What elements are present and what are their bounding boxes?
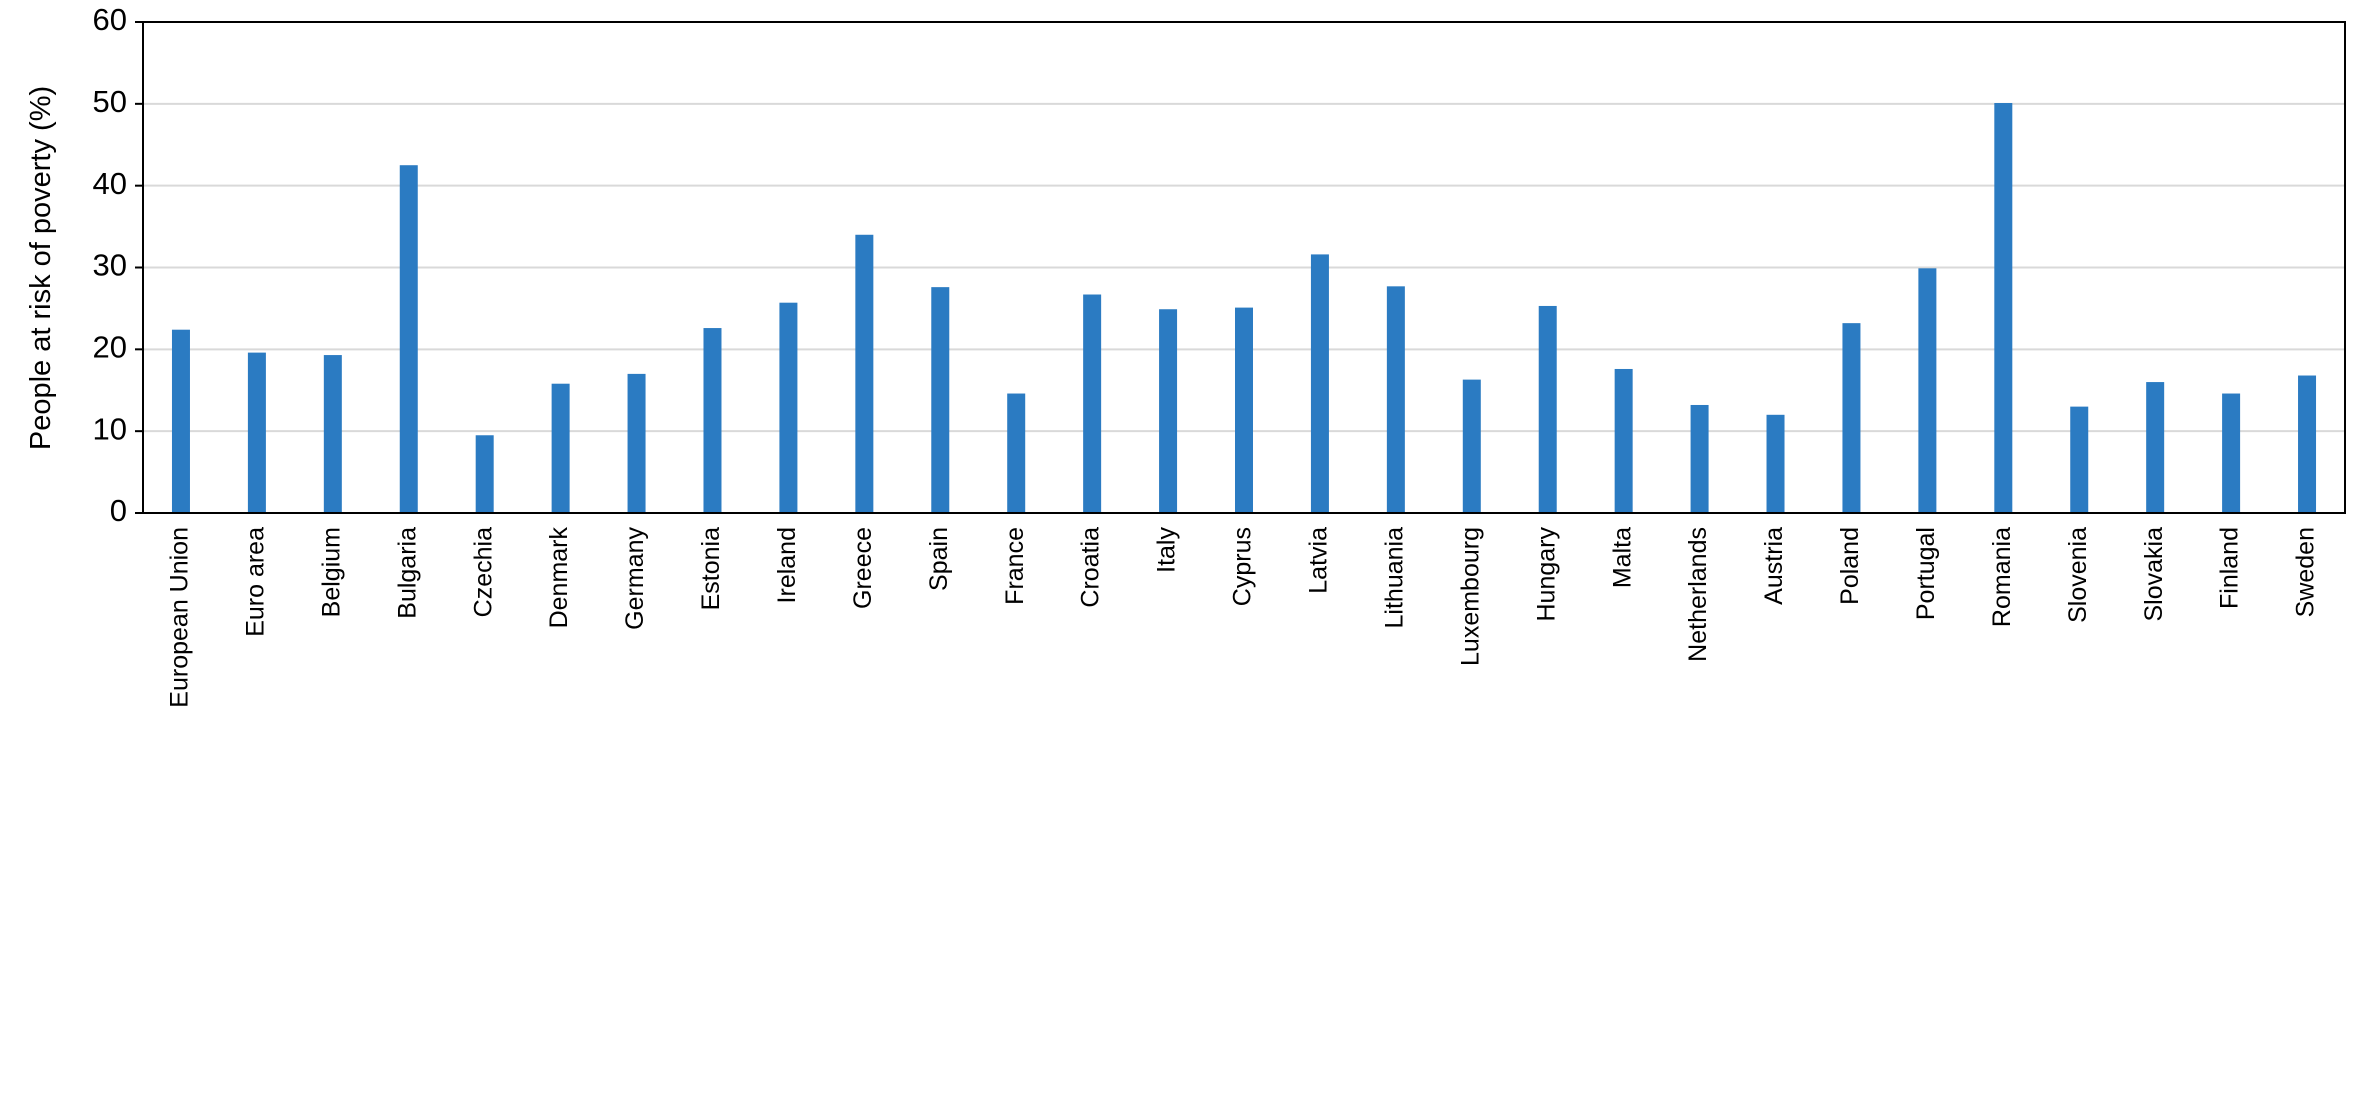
y-tick-label: 0: [110, 493, 127, 528]
bar: [1159, 309, 1178, 513]
bar: [1614, 368, 1633, 513]
bar: [779, 302, 798, 513]
bar: [2222, 393, 2241, 513]
x-tick-label: Latvia: [1305, 527, 1333, 594]
bar: [1310, 254, 1329, 513]
bar: [855, 234, 874, 513]
x-tick-label: Slovenia: [2064, 527, 2092, 623]
bar: [703, 328, 722, 513]
bar: [171, 329, 190, 513]
x-tick-label: Ireland: [773, 527, 801, 603]
y-tick-label: 30: [93, 248, 127, 283]
x-tick-label: Spain: [925, 527, 953, 591]
x-tick-label: Greece: [849, 527, 877, 609]
bar: [1994, 103, 2013, 513]
bar: [1538, 305, 1557, 513]
x-tick-label: Germany: [621, 527, 649, 630]
bar: [1386, 286, 1405, 513]
x-tick-label: Belgium: [317, 527, 345, 617]
bar: [1235, 307, 1253, 513]
bar: [2070, 406, 2089, 513]
x-tick-label: Italy: [1153, 527, 1181, 573]
x-tick-label: Hungary: [1532, 527, 1560, 622]
x-tick-label: Luxembourg: [1456, 527, 1484, 666]
x-tick-label: Portugal: [1912, 527, 1940, 620]
x-tick-label: Czechia: [469, 527, 497, 617]
bar: [1766, 414, 1785, 513]
x-tick-label: Poland: [1836, 527, 1864, 605]
y-tick-label: 10: [93, 411, 127, 446]
x-tick-label: Estonia: [697, 527, 725, 610]
x-tick-label: Lithuania: [1380, 527, 1408, 629]
x-tick-label: Croatia: [1077, 527, 1105, 608]
bar: [2146, 382, 2165, 513]
x-tick-label: Austria: [1760, 527, 1788, 605]
x-tick-label: Sweden: [2292, 527, 2320, 617]
x-tick-label: Netherlands: [1684, 527, 1712, 662]
bar: [931, 287, 950, 513]
x-tick-label: Romania: [1988, 527, 2016, 627]
bar: [1918, 268, 1937, 513]
plot-frame: [142, 21, 2346, 514]
bar: [247, 352, 266, 513]
bar: [2298, 375, 2317, 513]
x-tick-label: Finland: [2216, 527, 2244, 609]
bar: [1083, 294, 1102, 513]
bar: [1462, 379, 1481, 513]
y-tick-label: 40: [93, 166, 127, 201]
x-tick-label: Slovakia: [2140, 527, 2168, 622]
x-tick-label: Bulgaria: [393, 527, 421, 619]
bar: [475, 435, 494, 513]
x-tick-label: Cyprus: [1229, 527, 1257, 606]
y-tick-label: 50: [93, 84, 127, 119]
x-tick-label: France: [1001, 527, 1029, 605]
bar: [627, 373, 646, 513]
bar: [1690, 404, 1709, 513]
bar: [1842, 323, 1861, 513]
x-tick-label: European Union: [166, 527, 194, 708]
bar: [399, 165, 418, 514]
bar: [1007, 393, 1026, 513]
bar: [323, 355, 342, 513]
y-tick-label: 20: [93, 330, 127, 365]
x-tick-label: Denmark: [545, 527, 573, 629]
y-axis-label: People at risk of poverty (%): [25, 86, 57, 450]
x-tick-label: Malta: [1608, 527, 1636, 588]
bar: [551, 383, 570, 513]
y-tick-label: 60: [93, 2, 127, 37]
x-tick-label: Euro area: [242, 527, 270, 637]
